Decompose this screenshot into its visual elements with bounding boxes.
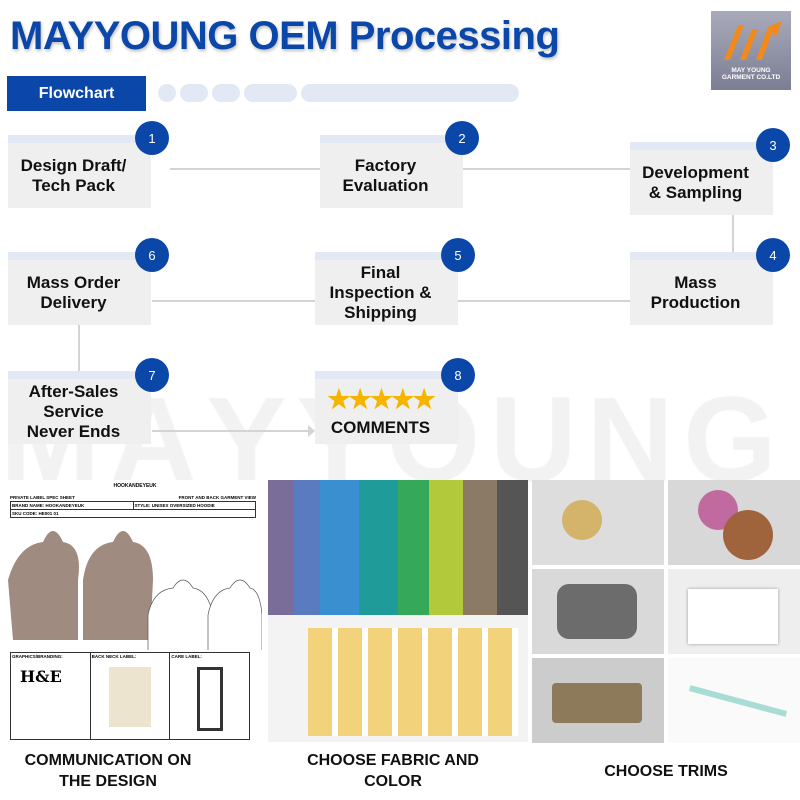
spec-style: STYLE: UNISEX OVERSIZED HOODIE	[134, 503, 215, 508]
step-label: After-Sales Service Never Ends	[26, 381, 121, 441]
connector-4-5	[458, 300, 630, 302]
tab-flowchart[interactable]: Flowchart	[7, 76, 146, 111]
step-label: Development & Sampling	[642, 162, 749, 202]
back-neck-label-swatch	[109, 667, 151, 727]
step-label: Final Inspection & Shipping	[329, 262, 432, 322]
trim-metal-label-image	[532, 658, 664, 743]
decor-pill	[212, 84, 240, 102]
connector-3-4	[732, 215, 734, 252]
step-badge: 4	[756, 238, 790, 272]
connector-5-6	[152, 300, 315, 302]
caption-fabric: CHOOSE FABRIC AND COLOR	[307, 752, 479, 790]
decor-pill	[301, 84, 519, 102]
spec-sku: SKU CODE: HE001 01	[10, 510, 256, 518]
trim-leather-patch-image	[668, 480, 800, 565]
trim-hang-tags-image	[668, 569, 800, 654]
spec-graphics: GRAPHICS/BRANDING:	[12, 654, 63, 659]
step-badge: 2	[445, 121, 479, 155]
step-badge: 5	[441, 238, 475, 272]
care-label-swatch	[196, 667, 223, 731]
hoodie-drawings-icon	[8, 531, 262, 650]
logo-subtext: GARMENT CO.LTD	[721, 74, 781, 81]
step-factory-evaluation: Factory Evaluation	[320, 135, 463, 208]
step-badge: 1	[135, 121, 169, 155]
spec-back-neck: BACK NECK LABEL:	[91, 654, 137, 659]
decor-pill	[158, 84, 176, 102]
he-logo: H&E	[20, 667, 62, 686]
step-after-sales: After-Sales Service Never Ends	[8, 371, 151, 444]
step-mass-production: Mass Production	[630, 252, 773, 325]
spec-brand: HOOKANDEYEUK	[113, 483, 157, 489]
spec-brand-name: BRAND NAME: HOOKANDEYEUK	[11, 502, 134, 509]
decor-pill	[180, 84, 208, 102]
spec-title: PRIVATE LABEL SPEC SHEET	[10, 495, 75, 500]
spec-view: FRONT AND BACK GARMENT VIEW	[178, 495, 256, 500]
step-label: Mass Order Delivery	[26, 272, 121, 312]
step-label: Factory Evaluation	[342, 155, 429, 195]
connector-1-2	[170, 168, 320, 170]
step-label: Mass Production	[650, 272, 741, 312]
step-final-inspection: Final Inspection & Shipping	[315, 252, 458, 325]
caption-design: COMMUNICATION ON THE DESIGN	[24, 752, 192, 790]
step-mass-order-delivery: Mass Order Delivery	[8, 252, 151, 325]
fabric-swatches-image	[268, 480, 528, 742]
step-design-draft: Design Draft/ Tech Pack	[8, 135, 151, 208]
connector-6-7	[78, 324, 80, 371]
connector-2-3	[462, 168, 630, 170]
arrow-head-icon	[308, 425, 315, 437]
trim-drawcord-image	[668, 658, 800, 743]
step-badge: 8	[441, 358, 475, 392]
step-badge: 3	[756, 128, 790, 162]
company-logo: MAY YOUNG GARMENT CO.LTD	[711, 11, 791, 90]
decor-pill	[244, 84, 297, 102]
five-star-icon: ★★★★★	[327, 383, 436, 414]
page-title: MAYYOUNG OEM Processing	[10, 14, 560, 58]
spec-care: CARE LABEL:	[171, 654, 202, 659]
step-badge: 7	[135, 358, 169, 392]
spec-sheet-image: HOOKANDEYEUK PRIVATE LABEL SPEC SHEET FRO…	[8, 480, 262, 742]
trim-metal-buttons-image	[532, 480, 664, 565]
step-development-sampling: Development & Sampling	[630, 142, 773, 215]
step-label: Design Draft/ Tech Pack	[20, 155, 127, 195]
step-comments: ★★★★★ COMMENTS	[315, 371, 458, 444]
logo-mark-icon	[724, 21, 782, 60]
step-label: COMMENTS	[330, 417, 431, 437]
connector-7-8	[152, 430, 310, 432]
step-badge: 6	[135, 238, 169, 272]
caption-trims: CHOOSE TRIMS	[604, 763, 728, 780]
logo-text: MAY YOUNG	[731, 67, 771, 74]
trim-zipper-pulls-image	[532, 569, 664, 654]
